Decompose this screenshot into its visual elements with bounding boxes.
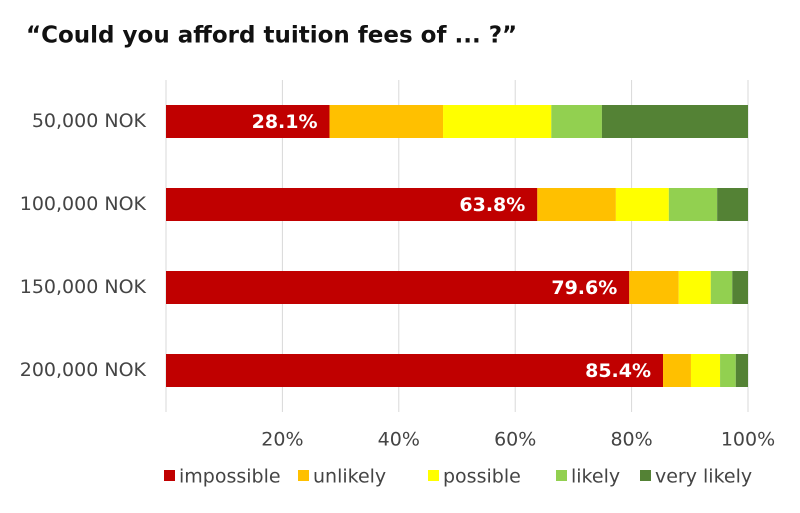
bar-segment (720, 354, 736, 387)
bar-segment (663, 354, 691, 387)
bar-segment (732, 271, 748, 304)
x-tick-label: 80% (610, 429, 652, 451)
legend-label: unlikely (313, 466, 386, 488)
bar-segment (735, 354, 748, 387)
legend-label: very likely (655, 466, 752, 488)
legend-swatch (428, 470, 439, 481)
value-label: 28.1% (252, 111, 318, 133)
bar-segment (678, 271, 711, 304)
legend-swatch (298, 470, 309, 481)
bar-segment (668, 188, 718, 221)
chart-title: “Could you afford tuition fees of ... ?” (26, 23, 517, 49)
bar-segment (615, 188, 669, 221)
x-tick-label: 100% (721, 429, 775, 451)
bar-segment (717, 188, 748, 221)
legend-swatch (640, 470, 651, 481)
bar-segment (166, 354, 664, 387)
bar-segment (443, 105, 552, 138)
x-tick-label: 20% (261, 429, 303, 451)
bar-segment (329, 105, 444, 138)
bar-segment (690, 354, 721, 387)
legend-swatch (556, 470, 567, 481)
bar-segment (710, 271, 733, 304)
x-tick-label: 60% (494, 429, 536, 451)
bar-segment (629, 271, 679, 304)
y-tick-label: 200,000 NOK (20, 359, 147, 381)
value-label: 63.8% (459, 194, 525, 216)
legend-label: likely (571, 466, 620, 488)
legend-swatch (164, 470, 175, 481)
value-label: 79.6% (551, 277, 617, 299)
bar-segment (537, 188, 616, 221)
value-label: 85.4% (585, 360, 651, 382)
y-tick-label: 150,000 NOK (20, 276, 147, 298)
bar-segment (166, 271, 630, 304)
y-tick-label: 50,000 NOK (32, 110, 147, 132)
legend-label: impossible (179, 466, 281, 488)
x-tick-label: 40% (378, 429, 420, 451)
y-tick-label: 100,000 NOK (20, 193, 147, 215)
bar-segment (551, 105, 602, 138)
bar-segment (166, 188, 538, 221)
legend-label: possible (443, 466, 521, 488)
bar-segment (166, 105, 330, 138)
bar-segment (601, 105, 748, 138)
